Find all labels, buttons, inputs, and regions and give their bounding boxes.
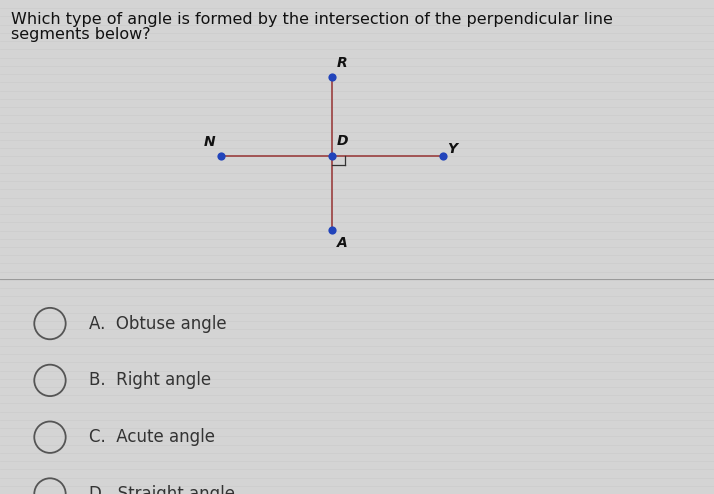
Point (326, 152, 338, 160)
Text: A: A (337, 236, 348, 250)
Point (326, 73, 338, 81)
Text: A.  Obtuse angle: A. Obtuse angle (89, 315, 227, 332)
Point (437, 152, 448, 160)
Text: C.  Acute angle: C. Acute angle (89, 428, 215, 446)
Text: Y: Y (447, 142, 457, 156)
Point (216, 152, 227, 160)
Text: Which type of angle is formed by the intersection of the perpendicular line: Which type of angle is formed by the int… (11, 12, 613, 27)
Text: N: N (204, 135, 216, 149)
Text: D: D (337, 134, 348, 148)
Point (326, 226, 338, 234)
Text: R: R (337, 56, 348, 70)
Text: B.  Right angle: B. Right angle (89, 371, 211, 389)
Text: segments below?: segments below? (11, 27, 151, 42)
Text: D.  Straight angle: D. Straight angle (89, 485, 235, 494)
